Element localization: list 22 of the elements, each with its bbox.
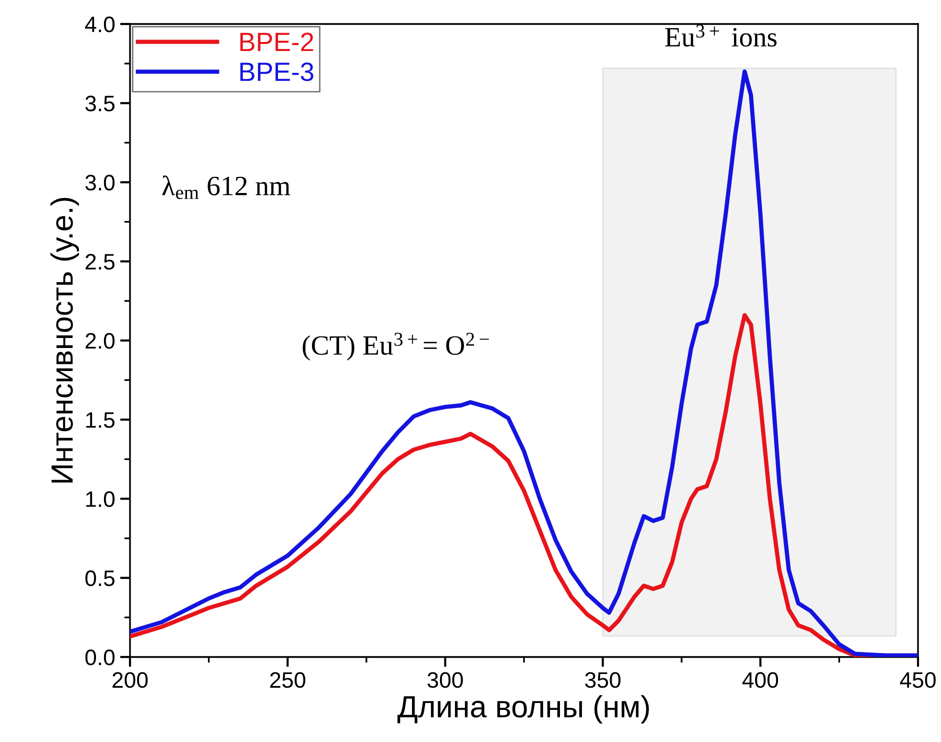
y-tick-label: 1.0 xyxy=(86,491,115,508)
y-tick-label: 2.0 xyxy=(86,333,115,349)
x-tick-label: 300 xyxy=(428,672,463,688)
legend-label: BPE-3 xyxy=(240,62,314,82)
y-tick-label: 3.5 xyxy=(85,96,114,112)
y-axis-title: Интенсивность (у.е.) xyxy=(50,198,79,482)
x-tick-label: 400 xyxy=(742,672,778,688)
y-tick-label: 2.5 xyxy=(86,254,114,270)
y-tick-label: 0.5 xyxy=(85,570,114,586)
y-tick-label: 0.0 xyxy=(85,650,115,666)
x-tick-label: 450 xyxy=(900,672,936,688)
x-tick-label: 250 xyxy=(270,672,306,688)
annotation: λ$_{em}$ 612 nm xyxy=(162,176,290,200)
y-tick-label: 1.5 xyxy=(86,412,114,428)
x-axis-title: Длина волны (нм) xyxy=(397,695,649,724)
annotation: (CT) Eu$^{3+}$= O$^{2−}$ xyxy=(302,332,489,361)
legend-label: BPE-2 xyxy=(240,32,314,52)
y-tick-label: 4.0 xyxy=(85,16,115,32)
x-tick-label: 200 xyxy=(112,672,148,688)
annotation: Eu$^{3+}$ ions xyxy=(665,24,777,47)
x-tick-label: 350 xyxy=(585,672,620,688)
y-tick-label: 3.0 xyxy=(85,174,115,191)
